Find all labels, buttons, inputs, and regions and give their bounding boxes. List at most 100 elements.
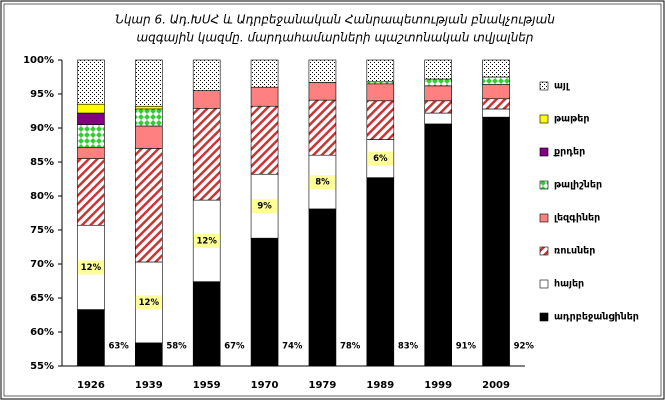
bar-segment	[366, 81, 395, 85]
bar-segment	[77, 124, 105, 149]
y-tick-label: 80%	[30, 191, 54, 202]
bar-segment	[308, 208, 337, 367]
bar-segment	[366, 100, 395, 140]
legend-label: քրդեր	[553, 147, 585, 158]
legend-swatch	[539, 114, 549, 124]
y-tick-label: 75%	[30, 225, 54, 236]
chart-title: ազգային կազմը. մարդահամարների պաշտոնական…	[136, 31, 533, 45]
x-tick-label: 1939	[135, 380, 163, 391]
bar-segment	[482, 108, 510, 118]
legend-swatch	[539, 312, 549, 322]
bar-segment	[77, 103, 105, 114]
value-label: 8%	[315, 178, 330, 188]
value-label-box	[309, 175, 336, 190]
legend-label: այլ	[554, 81, 570, 92]
legend-label: թալիշներ	[554, 180, 602, 191]
bar-segment	[135, 105, 163, 110]
y-tick-label: 95%	[30, 89, 54, 100]
legend-label: ադրբեջանցիներ	[554, 312, 639, 323]
value-label: 74%	[282, 342, 303, 352]
bar-segment	[77, 309, 105, 367]
value-label-box	[251, 199, 278, 214]
bar-segment	[250, 105, 279, 175]
value-label: 12%	[197, 236, 218, 246]
value-label: 12%	[81, 263, 102, 273]
bar-segment	[424, 112, 452, 125]
legend-swatch	[539, 246, 549, 256]
legend-swatch	[539, 213, 549, 223]
y-tick-label: 60%	[30, 327, 54, 338]
value-label: 67%	[224, 342, 245, 352]
legend-label: հայեր	[554, 279, 584, 290]
value-label-box	[367, 151, 394, 166]
y-tick-label: 70%	[30, 259, 54, 270]
bar-segment	[250, 59, 279, 88]
legend-label: ռուսներ	[554, 246, 595, 257]
value-label: 63%	[108, 342, 129, 352]
inner-frame	[3, 3, 662, 397]
legend-label: լեզգիներ	[554, 213, 600, 224]
x-tick-label: 1979	[309, 380, 337, 391]
value-label: 78%	[340, 342, 361, 352]
bar-segment	[366, 59, 395, 83]
value-label-box	[77, 260, 104, 275]
y-tick-label: 65%	[30, 293, 54, 304]
legend-swatch	[539, 81, 549, 91]
bar-segment	[192, 90, 221, 109]
bar-segment	[250, 237, 279, 367]
value-label: 91%	[456, 342, 477, 352]
y-tick-label: 85%	[30, 157, 54, 168]
bar-segment	[366, 83, 395, 102]
bar-segment	[192, 59, 221, 91]
legend-swatch	[539, 147, 549, 157]
y-tick-label: 90%	[30, 123, 54, 134]
bar-segment	[482, 76, 510, 85]
bar-segment	[482, 84, 510, 100]
chart-title: Նկար 6. Ադ.ԽՍՀ և Ադրբեջանական Հանրապետու…	[115, 13, 555, 27]
value-label: 9%	[257, 202, 272, 212]
value-label: 6%	[373, 154, 388, 164]
y-tick-label: 100%	[23, 55, 54, 66]
bar-segment	[482, 59, 510, 78]
x-tick-label: 1959	[193, 380, 221, 391]
value-label-box	[193, 233, 220, 248]
x-tick-label: 2009	[482, 380, 510, 391]
x-tick-label: 1999	[424, 380, 452, 391]
bar-segment	[424, 85, 452, 102]
value-label: 83%	[398, 342, 419, 352]
bar-segment	[482, 116, 510, 367]
bar-segment	[135, 108, 163, 127]
bar-segment	[424, 123, 452, 367]
value-label: 58%	[166, 342, 187, 352]
bar-segment	[308, 99, 337, 156]
value-label: 12%	[139, 298, 160, 308]
bar-segment	[424, 59, 452, 80]
bar-segment	[192, 107, 221, 201]
bar-segment	[77, 147, 105, 159]
bar-segment	[192, 281, 221, 367]
legend-label: թաթեր	[554, 114, 589, 125]
bar-segment	[424, 100, 452, 114]
bar-segment	[135, 125, 163, 149]
bar-segment	[308, 82, 337, 101]
value-label-box	[135, 295, 162, 310]
bar-segment	[424, 78, 452, 87]
bar-segment	[135, 59, 163, 107]
bar-segment	[135, 342, 163, 367]
bar-segment	[135, 148, 163, 263]
bar-segment	[250, 86, 279, 107]
bar-segment	[77, 59, 105, 105]
legend-swatch	[539, 180, 549, 190]
bar-segment	[482, 98, 510, 110]
bar-segment	[77, 158, 105, 226]
legend-swatch	[539, 279, 549, 289]
x-tick-label: 1989	[366, 380, 394, 391]
bar-segment	[366, 177, 395, 367]
y-tick-label: 55%	[30, 361, 54, 372]
bar-segment	[77, 112, 105, 125]
value-label: 92%	[514, 342, 535, 352]
x-tick-label: 1970	[251, 380, 279, 391]
bar-segment	[308, 59, 337, 83]
